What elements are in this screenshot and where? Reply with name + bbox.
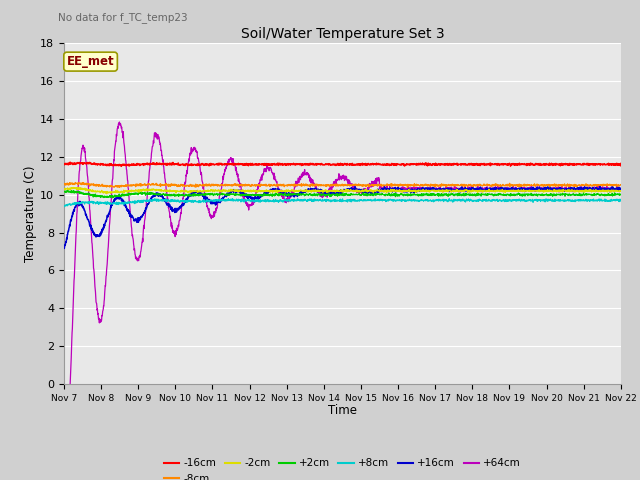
Text: EE_met: EE_met <box>67 55 115 68</box>
Y-axis label: Temperature (C): Temperature (C) <box>24 165 37 262</box>
Legend: -16cm, -8cm, -2cm, +2cm, +8cm, +16cm, +64cm: -16cm, -8cm, -2cm, +2cm, +8cm, +16cm, +6… <box>159 454 525 480</box>
Text: No data for f_TC_temp23: No data for f_TC_temp23 <box>58 12 188 23</box>
Title: Soil/Water Temperature Set 3: Soil/Water Temperature Set 3 <box>241 27 444 41</box>
X-axis label: Time: Time <box>328 404 357 417</box>
